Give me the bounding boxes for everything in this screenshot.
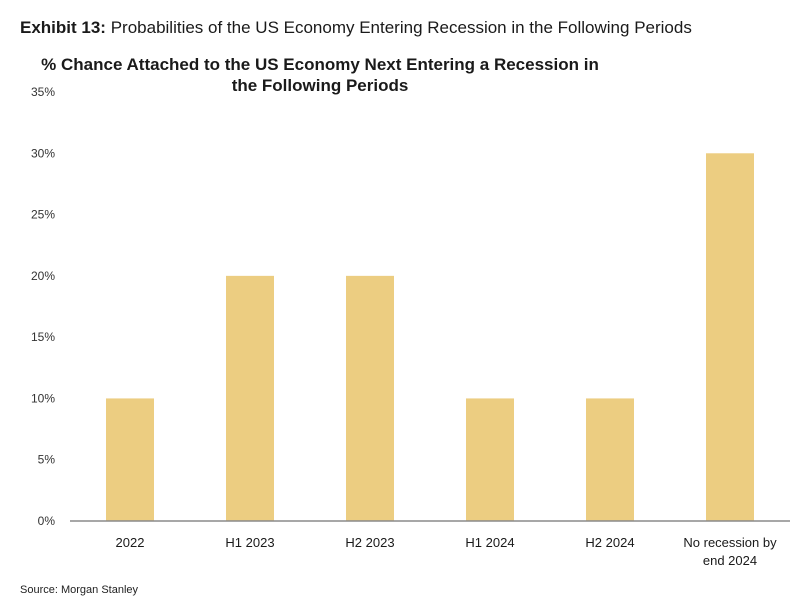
- bar: [106, 398, 154, 521]
- bar: [706, 153, 754, 522]
- bar: [226, 275, 274, 521]
- bar: [466, 398, 514, 521]
- x-tick-label: H1 2023: [225, 535, 274, 550]
- chart-title-line-1: % Chance Attached to the US Economy Next…: [41, 55, 599, 74]
- source-note: Source: Morgan Stanley: [20, 584, 139, 596]
- exhibit-title: Probabilities of the US Economy Entering…: [110, 18, 692, 37]
- y-tick-label: 5%: [38, 453, 56, 467]
- y-tick-label: 35%: [31, 85, 55, 99]
- exhibit-label: Exhibit 13:: [20, 18, 106, 37]
- x-tick-label: No recession by end 2024: [683, 535, 777, 568]
- y-tick-label: 25%: [31, 208, 55, 222]
- bar: [346, 275, 394, 521]
- y-axis-labels: 0% 5% 10% 15% 20% 25% 30% 35%: [31, 85, 55, 528]
- x-tick-label: H2 2023: [345, 535, 394, 550]
- y-tick-label: 15%: [31, 330, 55, 344]
- chart-title: % Chance Attached to the US Economy Next…: [0, 54, 640, 96]
- x-axis-labels: 2022 H1 2023 H2 2023 H1 2024 H2 2024 No reces…: [116, 535, 778, 568]
- x-tick-label: H1 2024: [465, 535, 514, 550]
- x-tick-label: 2022: [116, 535, 145, 550]
- y-tick-label: 10%: [31, 391, 55, 405]
- bars: [106, 153, 754, 522]
- y-tick-label: 30%: [31, 146, 55, 160]
- chart-title-line-2: the Following Periods: [231, 76, 409, 95]
- bar: [586, 398, 634, 521]
- x-tick-label: H2 2024: [585, 535, 634, 550]
- y-tick-label: 20%: [31, 269, 55, 283]
- exhibit-header: Exhibit 13: Probabilities of the US Econ…: [20, 18, 692, 38]
- y-tick-label: 0%: [38, 514, 56, 528]
